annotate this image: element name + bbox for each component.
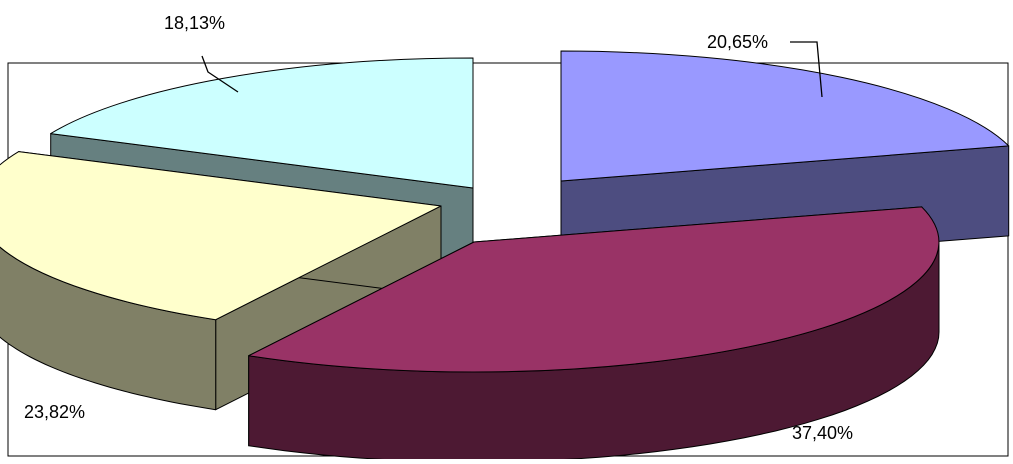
slice-3-top [0,151,442,321]
data-label-slice-1: 20,65% [707,32,768,52]
data-labels: 20,65% 37,40% 23,82% 18,13% [24,13,853,443]
slice-4-top [50,57,474,189]
slice-1-top [560,50,1010,182]
slice-2-top [248,206,940,373]
leader-line-slice-1 [790,41,823,98]
data-label-slice-3: 23,82% [24,402,85,422]
pie-slices [0,50,1010,463]
leader-lines [201,41,823,98]
leader-line-slice-4 [201,55,239,93]
data-label-slice-4: 18,13% [164,13,225,33]
data-label-slice-2: 37,40% [792,423,853,443]
